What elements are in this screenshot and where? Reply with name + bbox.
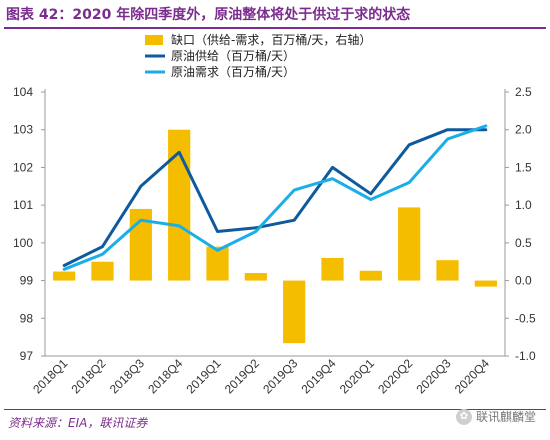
gap-bar-2020Q2 (398, 207, 421, 281)
x-tick-label: 2019Q1 (184, 356, 224, 396)
gap-bar-2018Q2 (91, 261, 114, 281)
right-tick-label: 1.5 (515, 160, 532, 174)
left-tick-label: 100 (13, 236, 33, 250)
x-tick-label: 2019Q4 (299, 356, 339, 396)
legend-swatch-gap (145, 35, 163, 45)
gap-bar-2020Q1 (359, 270, 382, 281)
watermark-text: 联讯麒麟堂 (475, 410, 536, 424)
right-tick-label: 1.0 (515, 198, 532, 212)
demand-line (62, 124, 488, 271)
gap-bar-2019Q1 (206, 246, 229, 281)
x-tick-label: 2020Q1 (337, 356, 377, 396)
x-tick-label: 2018Q2 (69, 356, 109, 396)
x-tick-label: 2018Q3 (107, 356, 147, 396)
source-note: 资料来源：EIA，联讯证券 (8, 416, 148, 430)
right-tick-label: 2.5 (515, 85, 532, 99)
right-tick-label: -0.5 (515, 311, 536, 325)
left-tick-label: 97 (20, 349, 34, 363)
gap-bar-2019Q3 (283, 280, 306, 344)
x-tick-label: 2020Q4 (452, 356, 492, 396)
x-tick-label: 2019Q2 (222, 356, 262, 396)
right-tick-label: 0.5 (515, 236, 532, 250)
right-tick-label: -1.0 (515, 349, 536, 363)
x-tick-label: 2019Q3 (260, 356, 300, 396)
x-tick-label: 2020Q3 (414, 356, 454, 396)
legend-label: 原油供给（百万桶/天） (171, 48, 295, 63)
x-tick-label: 2020Q2 (375, 356, 415, 396)
gap-bar-2018Q4 (168, 129, 191, 281)
title-divider (4, 27, 546, 29)
x-tick-label: 2018Q1 (30, 356, 70, 396)
gap-bar-2020Q4 (474, 280, 497, 287)
series-lines (62, 124, 488, 271)
gap-bar-2019Q2 (244, 273, 267, 281)
chart-axes: 97 98 99 100 101 102 103 104 -1.0 -0.5 0.0 0.5 1.0 1.… (13, 85, 536, 396)
watermark: ✿ 联讯麒麟堂 (455, 408, 536, 425)
left-tick-label: 104 (13, 85, 33, 99)
gap-bar-2019Q4 (321, 257, 344, 281)
right-tick-label: 2.0 (515, 123, 532, 137)
wechat-icon: ✿ (455, 408, 472, 425)
right-tick-label: 0.0 (515, 274, 532, 288)
gap-bar-2018Q1 (53, 271, 76, 281)
x-tick-label: 2018Q4 (145, 356, 185, 396)
supply-line (62, 128, 488, 267)
left-tick-label: 98 (20, 311, 34, 325)
footer-divider (4, 409, 546, 410)
chart-title: 图表 42：2020 年除四季度外，原油整体将处于供过于求的状态 (6, 7, 411, 23)
left-tick-label: 103 (13, 123, 33, 137)
left-tick-label: 101 (13, 198, 33, 212)
left-tick-label: 102 (13, 160, 33, 174)
left-tick-label: 99 (20, 274, 34, 288)
gap-bars (53, 129, 497, 344)
chart-area: 97 98 99 100 101 102 103 104 -1.0 -0.5 0.0 0.5 1.0 1.… (13, 32, 536, 396)
legend-label: 原油需求（百万桶/天） (171, 64, 295, 79)
gap-bar-2020Q3 (436, 260, 459, 281)
legend-label: 缺口（供给-需求，百万桶/天，右轴） (171, 32, 371, 47)
chart-legend: 缺口（供给-需求，百万桶/天，右轴）原油供给（百万桶/天）原油需求（百万桶/天） (145, 32, 371, 79)
